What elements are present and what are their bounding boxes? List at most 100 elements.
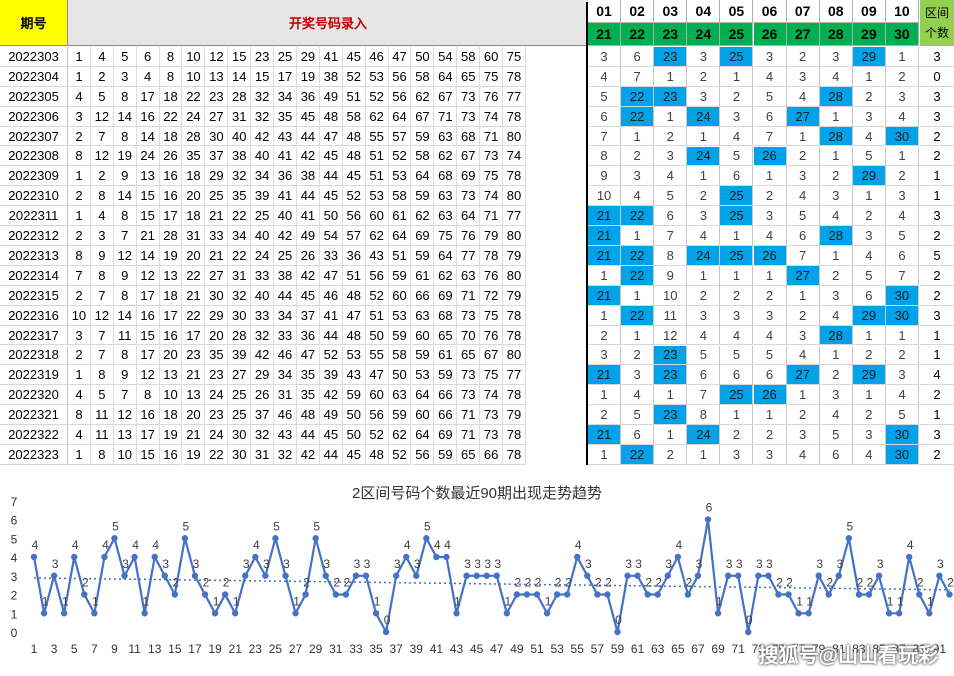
zone-miss-cell[interactable]: 1 xyxy=(852,186,886,207)
zone-miss-cell[interactable]: 5 xyxy=(753,345,787,366)
period-cell[interactable]: 2022320 xyxy=(0,385,68,406)
zone-miss-cell[interactable]: 4 xyxy=(819,66,853,87)
number-cell[interactable]: 77 xyxy=(503,365,526,386)
zone-miss-cell[interactable]: 4 xyxy=(819,405,853,426)
zone-miss-cell[interactable]: 2 xyxy=(588,405,622,426)
number-cell[interactable]: 38 xyxy=(228,146,252,167)
period-cell[interactable]: 2022317 xyxy=(0,325,68,346)
number-cell[interactable]: 5 xyxy=(90,385,114,406)
number-cell[interactable]: 8 xyxy=(113,345,137,366)
number-cell[interactable]: 78 xyxy=(503,325,526,346)
number-cell[interactable]: 13 xyxy=(136,166,160,187)
period-cell[interactable]: 2022309 xyxy=(0,166,68,187)
number-cell[interactable]: 17 xyxy=(159,305,183,326)
zone-miss-cell[interactable]: 2 xyxy=(687,285,721,306)
number-cell[interactable]: 54 xyxy=(434,47,458,67)
number-cell[interactable]: 42 xyxy=(251,345,275,366)
number-cell[interactable]: 31 xyxy=(274,385,297,406)
number-cell[interactable]: 58 xyxy=(457,47,481,67)
zone-miss-cell[interactable]: 1 xyxy=(885,47,919,67)
zone-miss-cell[interactable]: 4 xyxy=(852,126,886,147)
number-cell[interactable]: 43 xyxy=(274,126,297,147)
zone-miss-cell[interactable]: 2 xyxy=(819,265,853,286)
number-cell[interactable]: 8 xyxy=(136,385,160,406)
number-cell[interactable]: 18 xyxy=(182,206,206,227)
number-cell[interactable]: 52 xyxy=(342,66,366,87)
zone-miss-cell[interactable]: 4 xyxy=(885,206,919,227)
zone-count-cell[interactable]: 2 xyxy=(920,147,954,167)
zone-miss-cell[interactable]: 1 xyxy=(654,66,688,87)
number-cell[interactable]: 2 xyxy=(68,126,91,147)
zone-miss-cell[interactable]: 2 xyxy=(753,285,787,306)
number-cell[interactable]: 15 xyxy=(251,66,275,87)
number-cell[interactable]: 44 xyxy=(297,425,320,445)
zone-miss-cell[interactable]: 6 xyxy=(885,246,919,266)
header-zone-bottom[interactable]: 22 xyxy=(621,23,655,46)
header-zone-bottom[interactable]: 27 xyxy=(786,23,820,46)
number-cell[interactable]: 41 xyxy=(297,206,320,227)
zone-miss-cell[interactable]: 1 xyxy=(687,166,721,187)
number-cell[interactable]: 10 xyxy=(159,385,183,406)
zone-miss-cell[interactable]: 1 xyxy=(687,445,721,465)
header-zone-top[interactable]: 01 xyxy=(588,0,622,23)
zone-hit-cell[interactable]: 24 xyxy=(687,246,721,266)
number-cell[interactable]: 65 xyxy=(457,66,481,87)
number-cell[interactable]: 52 xyxy=(365,86,389,107)
number-cell[interactable]: 35 xyxy=(205,345,229,366)
number-cell[interactable]: 76 xyxy=(457,226,481,246)
zone-miss-cell[interactable]: 2 xyxy=(621,345,655,366)
number-cell[interactable]: 64 xyxy=(411,166,435,187)
number-cell[interactable]: 51 xyxy=(365,305,389,326)
zone-miss-cell[interactable]: 1 xyxy=(852,325,886,346)
zone-miss-cell[interactable]: 1 xyxy=(852,66,886,87)
zone-miss-cell[interactable]: 2 xyxy=(720,285,754,306)
number-cell[interactable]: 22 xyxy=(182,265,206,286)
number-cell[interactable]: 14 xyxy=(113,106,137,127)
number-cell[interactable]: 19 xyxy=(297,66,320,87)
number-cell[interactable]: 26 xyxy=(159,146,183,167)
zone-miss-cell[interactable]: 5 xyxy=(885,226,919,246)
zone-count-cell[interactable]: 2 xyxy=(920,385,954,406)
number-cell[interactable]: 17 xyxy=(136,285,160,306)
number-cell[interactable]: 58 xyxy=(388,345,412,366)
number-cell[interactable]: 18 xyxy=(182,166,206,187)
zone-count-cell[interactable]: 1 xyxy=(920,346,954,366)
zone-miss-cell[interactable]: 3 xyxy=(786,166,820,187)
zone-miss-cell[interactable]: 2 xyxy=(786,305,820,326)
zone-count-cell[interactable]: 0 xyxy=(920,67,954,87)
zone-hit-cell[interactable]: 24 xyxy=(687,146,721,167)
zone-hit-cell[interactable]: 24 xyxy=(687,425,721,445)
number-cell[interactable]: 57 xyxy=(388,126,412,147)
zone-hit-cell[interactable]: 22 xyxy=(621,206,655,227)
number-cell[interactable]: 36 xyxy=(297,86,320,107)
number-cell[interactable]: 52 xyxy=(388,146,412,167)
number-cell[interactable]: 33 xyxy=(251,305,275,326)
zone-miss-cell[interactable]: 1 xyxy=(753,166,787,187)
number-cell[interactable]: 56 xyxy=(388,86,412,107)
number-cell[interactable]: 41 xyxy=(274,146,297,167)
number-cell[interactable]: 32 xyxy=(228,285,252,306)
zone-miss-cell[interactable]: 2 xyxy=(654,126,688,147)
zone-miss-cell[interactable]: 3 xyxy=(687,305,721,326)
number-cell[interactable]: 31 xyxy=(251,445,275,465)
number-cell[interactable]: 23 xyxy=(205,365,229,386)
number-cell[interactable]: 60 xyxy=(365,385,389,406)
zone-miss-cell[interactable]: 4 xyxy=(654,166,688,187)
zone-miss-cell[interactable]: 1 xyxy=(621,285,655,306)
number-cell[interactable]: 13 xyxy=(159,365,183,386)
header-zone-bottom[interactable]: 21 xyxy=(588,23,622,46)
number-cell[interactable]: 30 xyxy=(228,445,252,465)
number-cell[interactable]: 8 xyxy=(113,86,137,107)
number-cell[interactable]: 44 xyxy=(319,445,343,465)
zone-miss-cell[interactable]: 3 xyxy=(852,425,886,445)
number-cell[interactable]: 34 xyxy=(274,86,297,107)
number-cell[interactable]: 78 xyxy=(503,445,526,465)
zone-miss-cell[interactable]: 12 xyxy=(654,325,688,346)
number-cell[interactable]: 2 xyxy=(68,186,91,207)
number-cell[interactable]: 64 xyxy=(434,246,458,266)
number-cell[interactable]: 42 xyxy=(251,126,275,147)
number-cell[interactable]: 10 xyxy=(113,445,137,465)
number-cell[interactable]: 9 xyxy=(113,365,137,386)
number-cell[interactable]: 43 xyxy=(342,365,366,386)
number-cell[interactable]: 33 xyxy=(205,226,229,246)
